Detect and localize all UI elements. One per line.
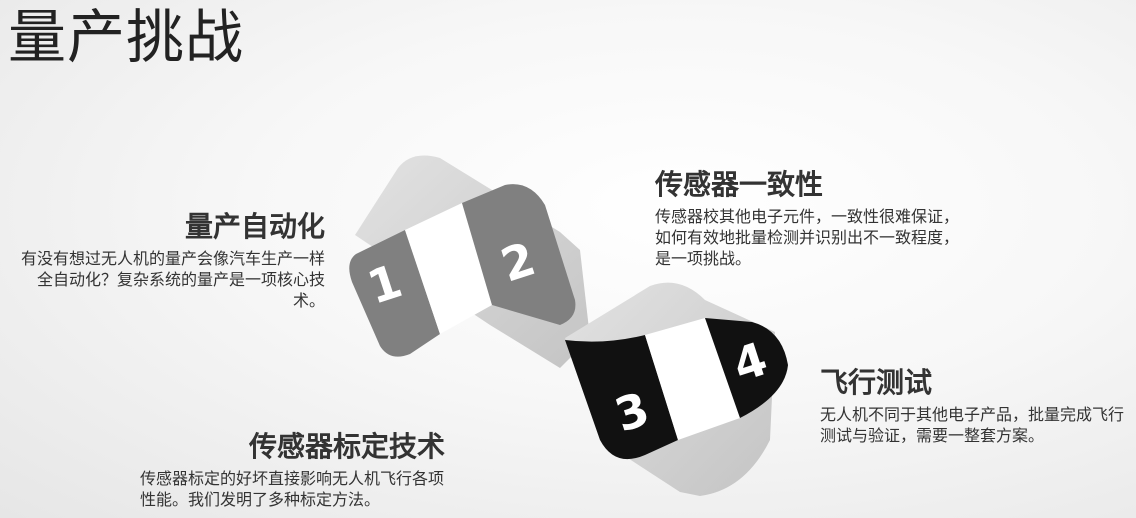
segment-4: [705, 318, 788, 418]
item-3-text: 传感器标定的好坏直接影响无人机飞行各项性能。我们发明了多种标定方法。: [140, 468, 445, 509]
segment-3-4-panel: [645, 318, 740, 440]
segment-3: [565, 335, 678, 460]
item-3-heading: 传感器标定技术: [248, 430, 445, 463]
item-4-text: 无人机不同于其他电子产品，批量完成飞行测试与验证，需要一整套方案。: [820, 404, 1125, 445]
item-3-block: 传感器标定技术 传感器标定的好坏直接影响无人机飞行各项性能。我们发明了多种标定方…: [140, 430, 445, 510]
item-1-block: 量产自动化 有没有想过无人机的量产会像汽车生产一样全自动化？复杂系统的量产是一项…: [20, 210, 325, 311]
item-2-heading: 传感器一致性: [655, 168, 824, 201]
item-1-text: 有没有想过无人机的量产会像汽车生产一样全自动化？复杂系统的量产是一项核心技术。: [20, 248, 325, 310]
segment-1-2-panel: [405, 203, 492, 334]
item-2-block: 传感器一致性 传感器校其他电子元件，一致性很难保证，如何有效地批量检测并识别出不…: [655, 168, 960, 269]
segment-1: [349, 230, 440, 357]
segment-2: [462, 184, 576, 325]
item-4-block: 飞行测试 无人机不同于其他电子产品，批量完成飞行测试与验证，需要一整套方案。: [820, 366, 1125, 446]
page-title: 量产挑战: [8, 3, 245, 71]
item-1-heading: 量产自动化: [184, 210, 325, 243]
item-4-heading: 飞行测试: [820, 366, 933, 399]
item-2-text: 传感器校其他电子元件，一致性很难保证，如何有效地批量检测并识别出不一致程度，是一…: [655, 206, 960, 268]
